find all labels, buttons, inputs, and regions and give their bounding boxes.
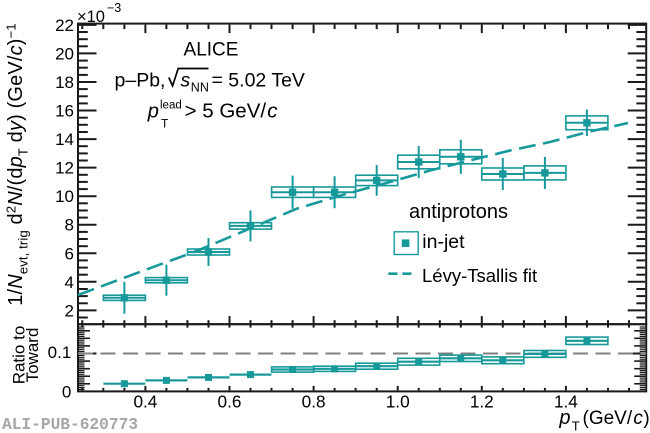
svg-text:in-jet: in-jet xyxy=(422,231,465,253)
svg-text:16: 16 xyxy=(55,102,74,121)
svg-text:ALICE: ALICE xyxy=(184,39,239,60)
svg-text:Toward: Toward xyxy=(23,328,42,383)
svg-text:18: 18 xyxy=(55,73,74,92)
svg-text:p: p xyxy=(147,100,159,122)
svg-text:> 5 GeV/c: > 5 GeV/c xyxy=(185,99,279,122)
svg-text:×10−3: ×10 −3 xyxy=(77,1,121,26)
svg-text:22: 22 xyxy=(55,16,74,35)
svg-text:p: p xyxy=(558,407,570,429)
svg-text:ALI-PUB-620773: ALI-PUB-620773 xyxy=(2,416,138,433)
svg-text:Lévy-Tsallis fit: Lévy-Tsallis fit xyxy=(422,265,537,286)
svg-text:10: 10 xyxy=(55,187,74,206)
svg-text:(GeV/c): (GeV/c) xyxy=(583,408,650,429)
svg-text:Ratio to: Ratio to xyxy=(10,326,29,385)
svg-text:0.6: 0.6 xyxy=(218,392,242,412)
svg-text:p–Pb,: p–Pb, xyxy=(115,69,166,91)
svg-text:14: 14 xyxy=(55,130,74,149)
svg-text:0.1: 0.1 xyxy=(48,343,72,362)
svg-text:12: 12 xyxy=(55,159,74,178)
svg-text:20: 20 xyxy=(55,44,74,63)
svg-text:0: 0 xyxy=(62,383,71,402)
svg-text:1.0: 1.0 xyxy=(386,392,410,412)
svg-text:antiprotons: antiprotons xyxy=(409,201,508,223)
svg-text:0.4: 0.4 xyxy=(133,392,157,412)
svg-text:1.2: 1.2 xyxy=(470,392,494,412)
svg-text:6: 6 xyxy=(65,244,74,263)
svg-text:T: T xyxy=(161,116,169,130)
svg-text:lead: lead xyxy=(160,99,182,111)
svg-text:NN: NN xyxy=(191,81,209,95)
svg-text:1.4: 1.4 xyxy=(554,392,578,412)
svg-text:s: s xyxy=(181,69,191,91)
svg-text:T: T xyxy=(572,419,580,433)
svg-text:8: 8 xyxy=(65,216,74,235)
svg-text:= 5.02 TeV: = 5.02 TeV xyxy=(212,69,305,91)
svg-text:4: 4 xyxy=(65,273,74,292)
svg-text:2: 2 xyxy=(65,301,74,320)
svg-text:1/Nevt, trig d2N/(dpT dy) (GeV: 1/Nevt, trig d2N/(dpT dy) (GeV/c)−1 xyxy=(4,23,31,305)
svg-text:0.8: 0.8 xyxy=(302,392,326,412)
